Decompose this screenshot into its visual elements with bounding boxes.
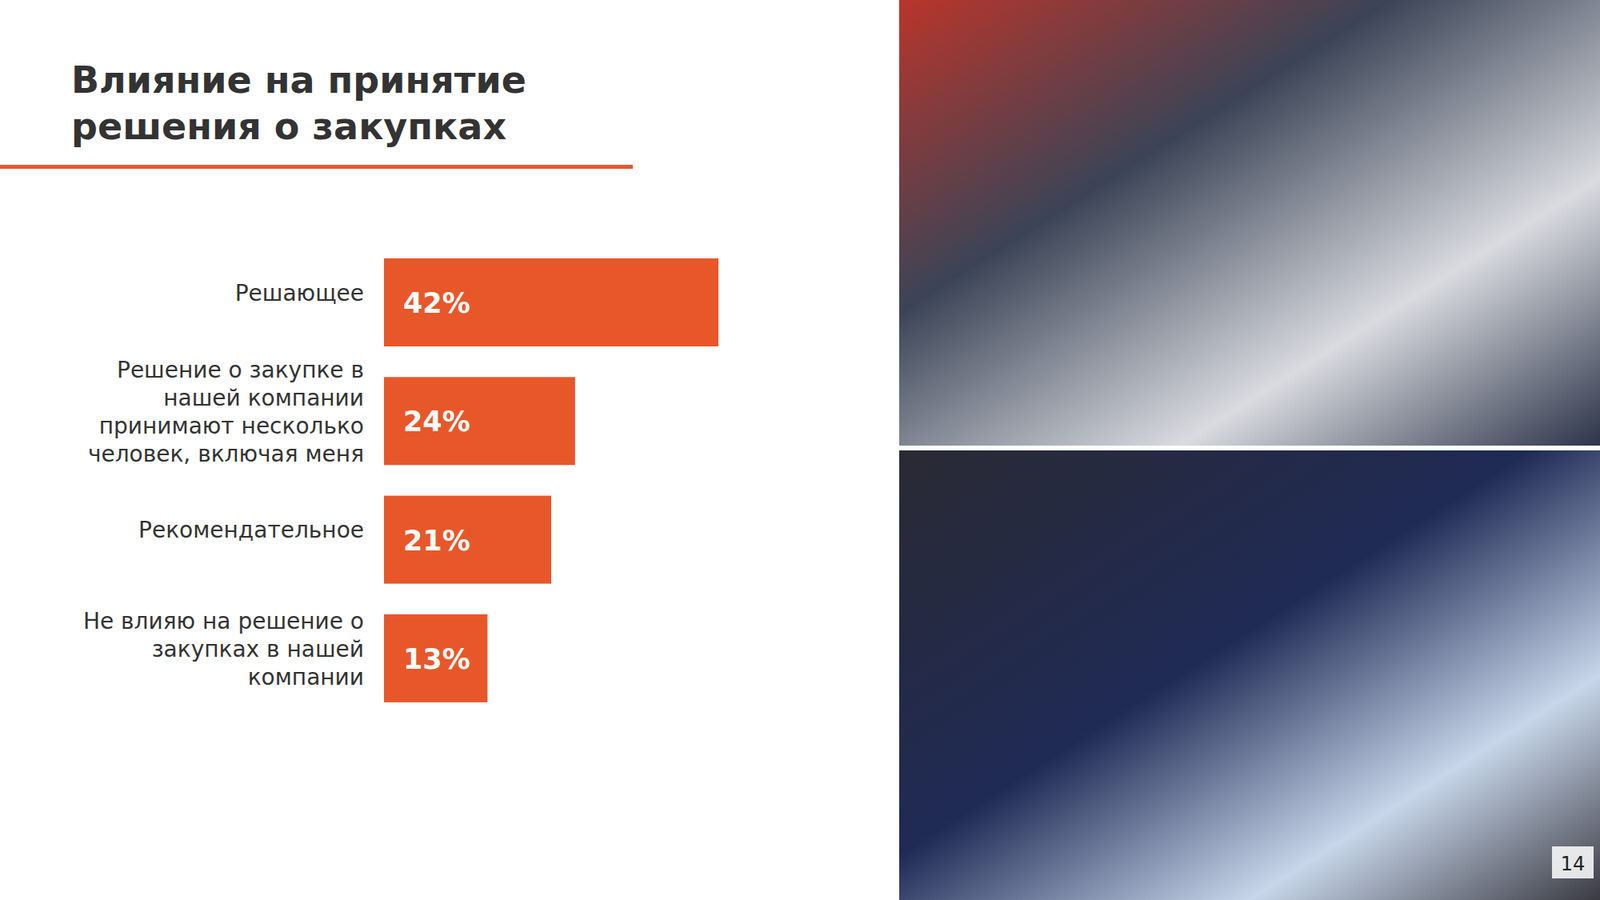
category-line: принимают несколько (99, 412, 364, 440)
category-line: закупках в нашей (152, 636, 364, 663)
title: Влияние на принятиерешения о закупках (71, 58, 527, 148)
data-label: 42% (403, 287, 471, 320)
bar (384, 614, 488, 703)
title-underline (0, 164, 633, 169)
category-label: Решение о закупке внашей компаниипринима… (88, 356, 364, 468)
category-line: Рекомендательное (138, 516, 364, 544)
photo-top (899, 0, 1600, 446)
bar (384, 376, 576, 465)
category-label: Решающее (235, 280, 364, 307)
labels: 42% Решающее 24% Решение о закупке внашей к… (83, 280, 471, 691)
category-line: Решение о закупке в (116, 356, 364, 384)
bar (384, 496, 552, 584)
bars (384, 258, 719, 703)
photo-bottom (899, 450, 1600, 900)
category-label: Рекомендательное (138, 516, 364, 544)
category-line: нашей компании (163, 384, 364, 412)
category-line: компании (248, 664, 364, 691)
data-label: 13% (403, 643, 471, 676)
category-line: Не влияю на решение о (83, 608, 364, 635)
title-line: решения о закупках (71, 104, 507, 148)
category-line: человек, включая меня (88, 440, 364, 468)
data-label: 21% (403, 524, 471, 557)
data-label: 24% (403, 405, 471, 438)
page-number: 14 (1560, 852, 1586, 876)
bar (384, 258, 719, 347)
page-number-bg (1552, 846, 1594, 879)
category-label: Не влияю на решение озакупках в нашейком… (83, 608, 364, 691)
category-line: Решающее (235, 280, 364, 307)
title-line: Влияние на принятие (71, 58, 527, 102)
